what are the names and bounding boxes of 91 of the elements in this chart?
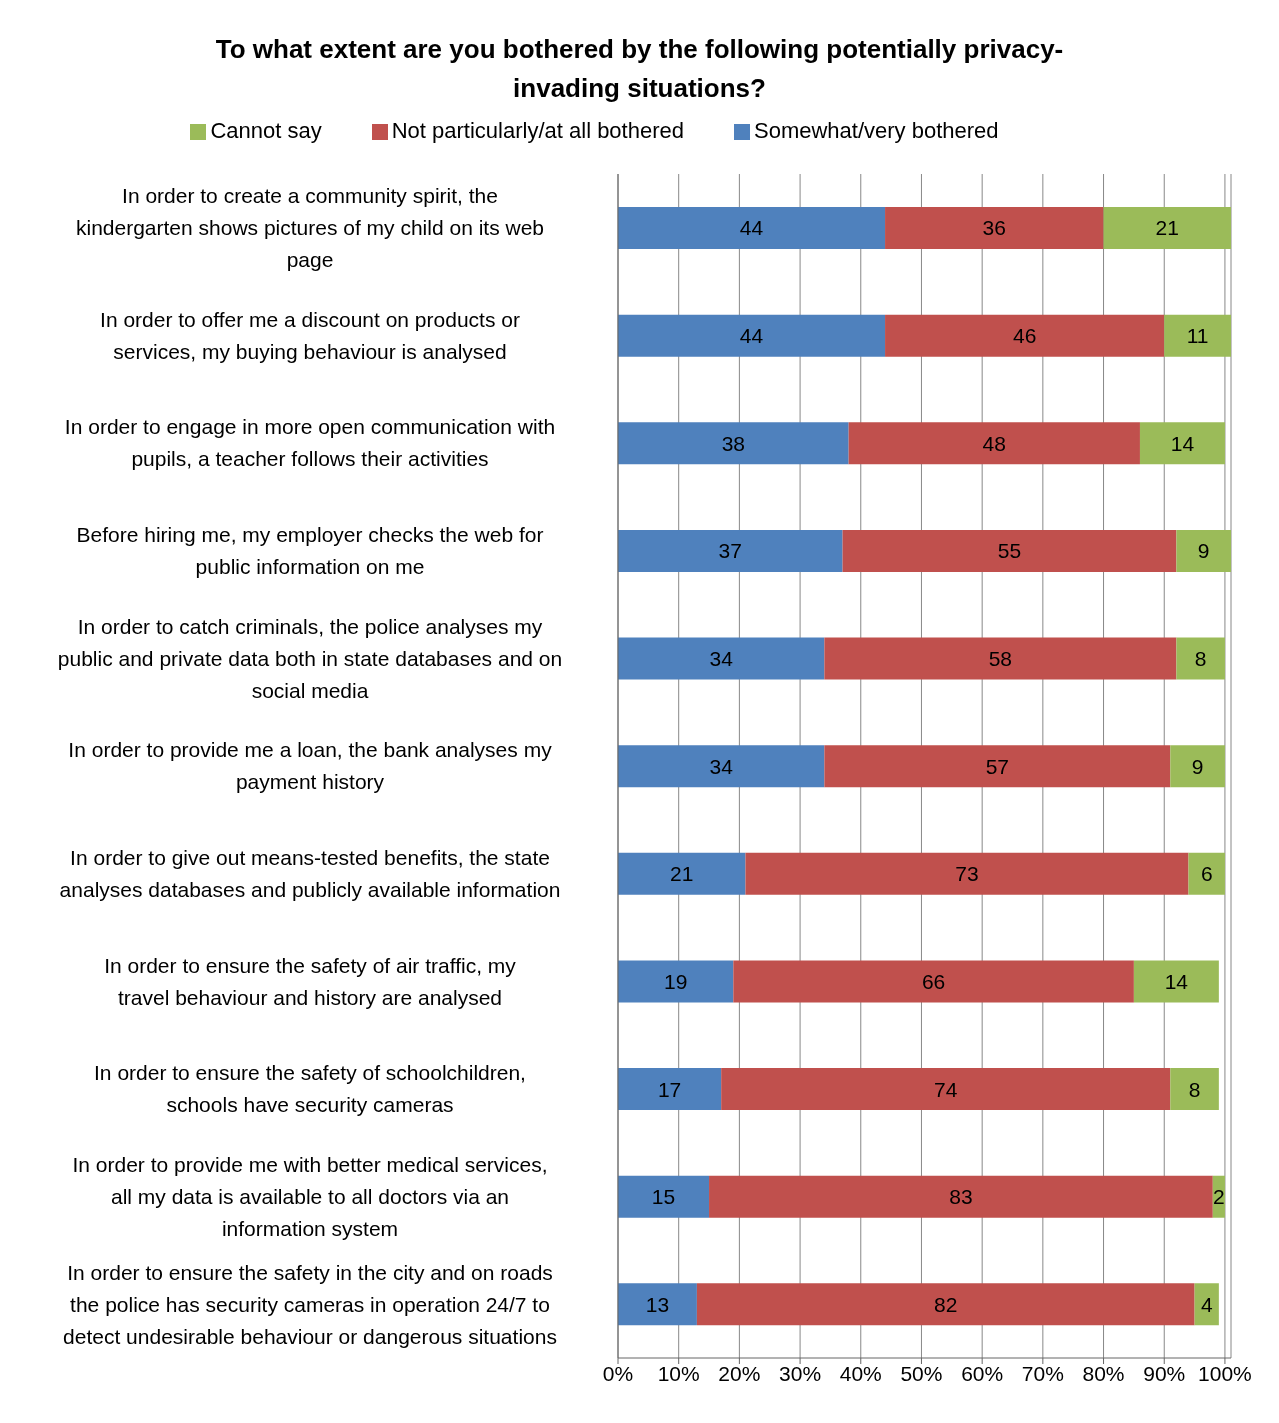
bar — [618, 422, 849, 465]
data-label: 34 — [709, 647, 734, 670]
data-label: 38 — [721, 431, 745, 455]
bar — [721, 1068, 1171, 1111]
bar — [618, 745, 825, 788]
x-tick-label: 50% — [900, 1361, 943, 1385]
x-tick-label: 90% — [1143, 1361, 1186, 1385]
y-tick-label: In order to engage in more open communication with pupils, a teacher follows their activities — [64, 415, 556, 471]
data-label: 6 — [1200, 862, 1213, 886]
data-label: 14 — [1170, 431, 1195, 455]
data-label: 13 — [645, 1292, 670, 1316]
bar — [618, 852, 746, 895]
y-tick-label: In order to ensure the safety of schoolchildren, schools have security cameras — [94, 1061, 526, 1117]
bar — [1194, 1283, 1219, 1326]
x-tick-label: 80% — [1082, 1361, 1125, 1385]
x-tick-label: 10% — [657, 1361, 700, 1385]
data-label: 37 — [718, 539, 742, 563]
data-label: 66 — [921, 969, 946, 993]
bar — [1139, 422, 1225, 465]
x-tick-label: 0% — [602, 1361, 634, 1385]
y-tick-label: In order to ensure the safety in the city and on roads the police has security cameras in operation 24/7 to detect undesirable behaviour or dangerous situations — [63, 1260, 557, 1348]
data-label: 55 — [997, 539, 1022, 563]
data-label: 17 — [657, 1077, 682, 1101]
bar — [618, 314, 886, 357]
bar — [1176, 637, 1225, 680]
y-tick-label: In order to give out means-tested benefits, the state analyses databases and publicly available information — [59, 845, 561, 901]
y-tick-label: In order to catch criminals, the police analyses my public and private data both in state databases and on social media — [57, 614, 563, 702]
bar — [824, 745, 1171, 788]
data-label: 14 — [1164, 969, 1189, 993]
bar — [733, 960, 1134, 1003]
data-label: 4 — [1200, 1292, 1213, 1316]
x-tick-label: 60% — [961, 1361, 1004, 1385]
bar — [1103, 207, 1231, 249]
legend-label: Cannot say — [210, 118, 322, 143]
x-tick-label: 20% — [718, 1361, 761, 1385]
data-label: 2 — [1213, 1185, 1225, 1209]
y-tick-label: In order to provide me with better medical services, all my data is available to all doctors via an information system — [72, 1152, 548, 1240]
x-tick-label: 40% — [839, 1361, 882, 1385]
bar — [1164, 314, 1231, 357]
bar — [885, 207, 1104, 249]
data-label: 46 — [1012, 324, 1037, 348]
chart-title: To what extent are you bothered by the following potentially privacy-invading situations? — [214, 33, 1065, 105]
bar — [1176, 529, 1231, 572]
data-label: 36 — [982, 216, 1006, 240]
data-label: 57 — [985, 754, 1010, 778]
y-tick-label: Before hiring me, my employer checks the web for public information on me — [76, 523, 544, 579]
y-tick-label: In order to ensure the safety of air traffic, my travel behaviour and history are analysed — [104, 953, 517, 1009]
bar — [885, 314, 1165, 357]
x-tick-label: 70% — [1021, 1361, 1064, 1385]
bar — [848, 422, 1140, 465]
data-label: 48 — [982, 431, 1006, 455]
data-label: 74 — [934, 1077, 958, 1101]
legend-label: Not particularly/at all bothered — [391, 118, 684, 143]
bar — [709, 1175, 1213, 1218]
data-label: 73 — [955, 862, 979, 886]
bar — [618, 529, 843, 572]
data-label: 58 — [988, 647, 1013, 670]
y-tick-label: In order to provide me a loan, the bank analyses my payment history — [68, 738, 553, 794]
bar — [696, 1283, 1195, 1326]
data-label: 21 — [1155, 216, 1179, 240]
data-label: 34 — [709, 754, 734, 778]
bar — [618, 1283, 697, 1326]
data-label: 19 — [663, 969, 688, 993]
bar — [745, 852, 1189, 895]
data-label: 44 — [739, 324, 764, 348]
data-label: 82 — [934, 1292, 958, 1316]
bar — [618, 1175, 710, 1218]
bar — [618, 637, 825, 680]
bar — [1170, 745, 1225, 788]
bar — [618, 960, 734, 1003]
bar — [1188, 852, 1225, 895]
data-label: 15 — [651, 1185, 676, 1209]
data-label: 9 — [1197, 539, 1210, 563]
data-label: 8 — [1194, 647, 1207, 670]
y-tick-label: In order to offer me a discount on products or services, my buying behaviour is analysed — [100, 307, 520, 363]
data-label: 11 — [1186, 324, 1209, 348]
bar — [842, 529, 1177, 572]
bar — [1170, 1068, 1219, 1111]
bar — [1133, 960, 1219, 1003]
data-label: 8 — [1188, 1077, 1201, 1101]
legend-label: Somewhat/very bothered — [753, 118, 999, 143]
x-tick-label: 100% — [1198, 1361, 1252, 1385]
bar — [824, 637, 1177, 680]
x-tick-label: 30% — [779, 1361, 822, 1385]
data-label: 21 — [670, 862, 694, 886]
data-label: 44 — [739, 216, 764, 240]
y-tick-label: In order to create a community spirit, the kindergarten shows pictures of my child on its web page — [75, 184, 545, 272]
bar — [618, 207, 886, 249]
data-label: 83 — [949, 1185, 973, 1209]
bar — [618, 1068, 722, 1111]
data-label: 9 — [1191, 754, 1204, 778]
